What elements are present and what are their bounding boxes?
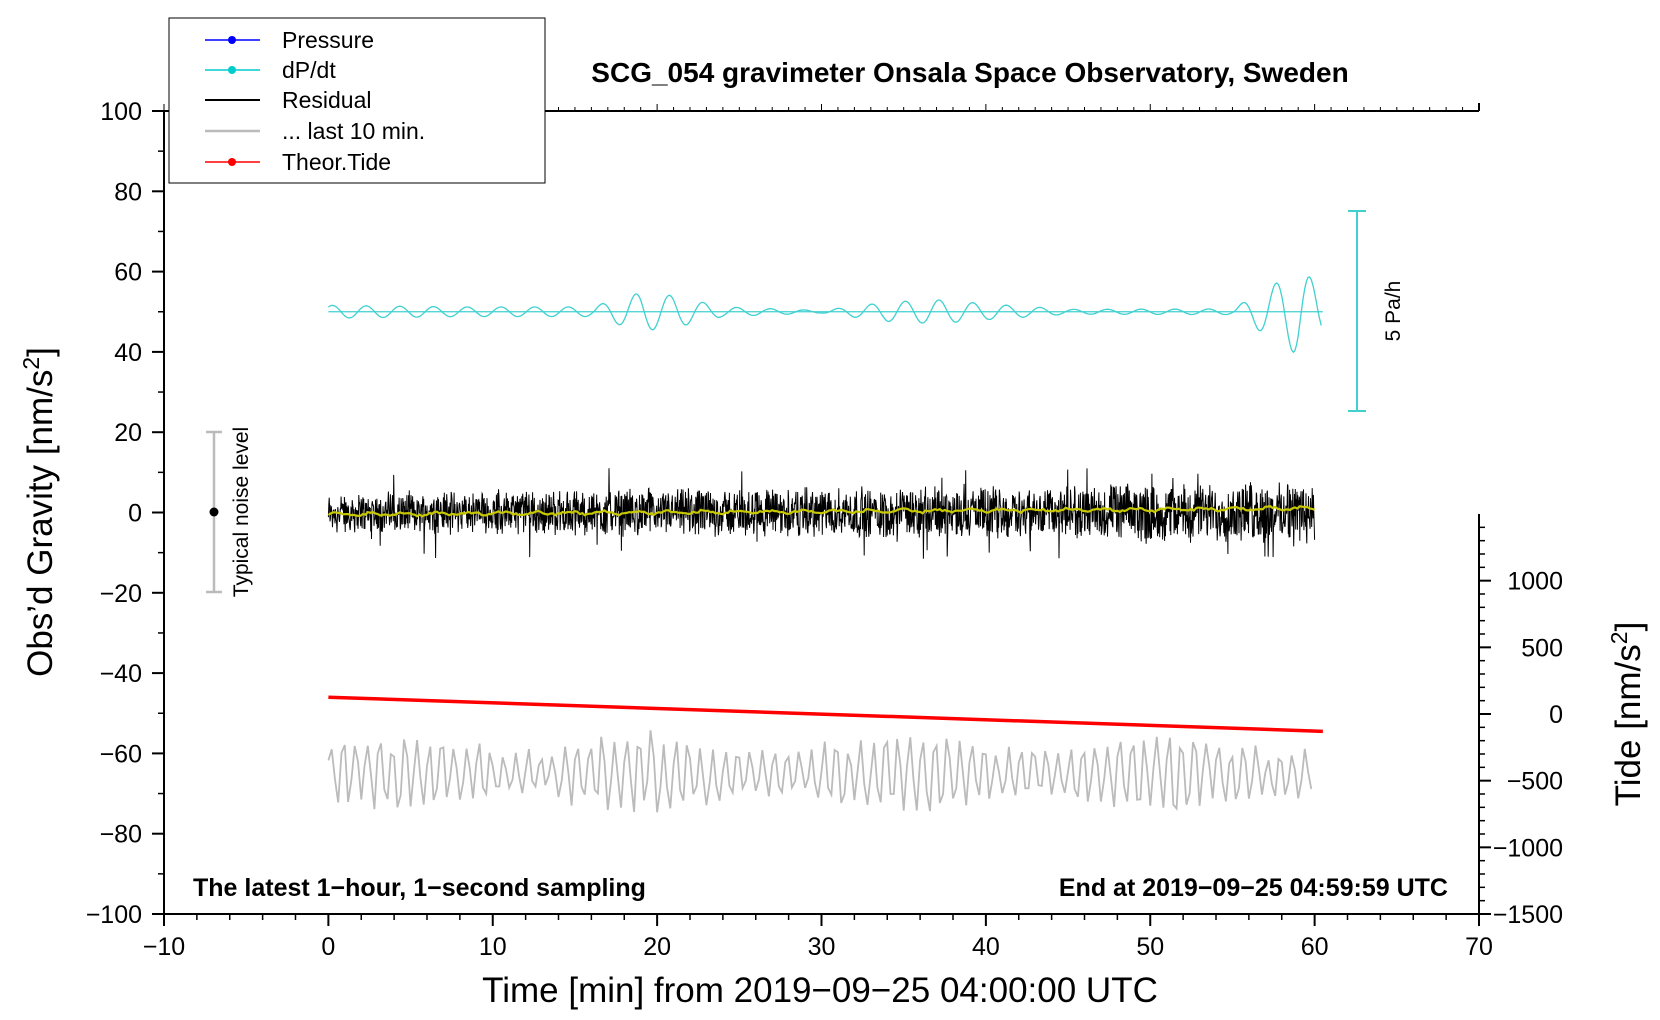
residual-smoothed-line bbox=[327, 505, 1315, 518]
x-tick-label: 50 bbox=[1136, 933, 1164, 961]
dpdt-line bbox=[328, 276, 1322, 354]
y-right-tick-label: −500 bbox=[1507, 768, 1563, 796]
legend-entry-pressure: Pressure bbox=[205, 27, 374, 53]
y-left-tick-label: 80 bbox=[114, 178, 142, 206]
legend: Pressure dP/dt Residual ... last 10 min.… bbox=[168, 17, 546, 184]
x-tick-label: 0 bbox=[321, 933, 335, 961]
y-axis-label-left: Obs’d Gravity [nm/s2] bbox=[18, 347, 60, 677]
chart-title: SCG_054 gravimeter Onsala Space Observat… bbox=[591, 57, 1348, 88]
y-right-tick-label: −1500 bbox=[1493, 901, 1563, 929]
end-time-annotation: End at 2019−09−25 04:59:59 UTC bbox=[1059, 874, 1448, 902]
x-tick-label: −10 bbox=[143, 933, 185, 961]
pressure-scale-bar bbox=[1348, 210, 1366, 412]
svg-text:Pressure: Pressure bbox=[282, 27, 374, 53]
residual-line bbox=[327, 468, 1316, 559]
y-right-tick-label: 500 bbox=[1521, 634, 1563, 662]
svg-text:... last 10 min.: ... last 10 min. bbox=[282, 118, 425, 144]
y-left-tick-label: −40 bbox=[100, 660, 142, 688]
x-axis-label: Time [min] from 2019−09−25 04:00:00 UTC bbox=[482, 971, 1158, 1010]
y-left-tick-label: 40 bbox=[114, 339, 142, 367]
y-left-tick-label: 60 bbox=[114, 259, 142, 287]
y-axis-label-right: Tide [nm/s2] bbox=[1606, 622, 1648, 807]
x-tick-label: 40 bbox=[972, 933, 1000, 961]
y-left-tick-label: −20 bbox=[100, 580, 142, 608]
last-10-min-line bbox=[327, 730, 1313, 813]
y-left-tick-label: 0 bbox=[128, 500, 142, 528]
noise-level-label: Typical noise level bbox=[230, 427, 253, 597]
y-left-tick-label: 100 bbox=[100, 98, 142, 126]
y-right-tick-label: 0 bbox=[1549, 701, 1563, 729]
typical-noise-bar bbox=[206, 430, 222, 594]
y-left-tick-label: 20 bbox=[114, 419, 142, 447]
scale-bar-label: 5 Pa/h bbox=[1382, 281, 1405, 342]
x-tick-label: 70 bbox=[1465, 933, 1493, 961]
sampling-annotation: The latest 1−hour, 1−second sampling bbox=[193, 874, 646, 902]
x-tick-label: 30 bbox=[808, 933, 836, 961]
y-left-tick-label: −80 bbox=[100, 821, 142, 849]
y-right-tick-label: 1000 bbox=[1507, 568, 1563, 596]
x-tick-label: 20 bbox=[643, 933, 671, 961]
legend-entry-residual: Residual bbox=[205, 87, 372, 113]
legend-entry-theor-tide: Theor.Tide bbox=[205, 149, 391, 175]
svg-text:dP/dt: dP/dt bbox=[282, 57, 336, 83]
legend-entry-last10: ... last 10 min. bbox=[205, 118, 425, 144]
x-tick-label: 10 bbox=[479, 933, 507, 961]
svg-text:Theor.Tide: Theor.Tide bbox=[282, 149, 391, 175]
svg-text:Residual: Residual bbox=[282, 87, 372, 113]
y-left-tick-label: −100 bbox=[86, 901, 142, 929]
x-tick-label: 60 bbox=[1301, 933, 1329, 961]
y-right-tick-label: −1000 bbox=[1493, 834, 1563, 862]
theoretical-tide-line bbox=[328, 695, 1323, 734]
y-left-tick-label: −60 bbox=[100, 740, 142, 768]
legend-entry-dpdt: dP/dt bbox=[205, 57, 336, 83]
